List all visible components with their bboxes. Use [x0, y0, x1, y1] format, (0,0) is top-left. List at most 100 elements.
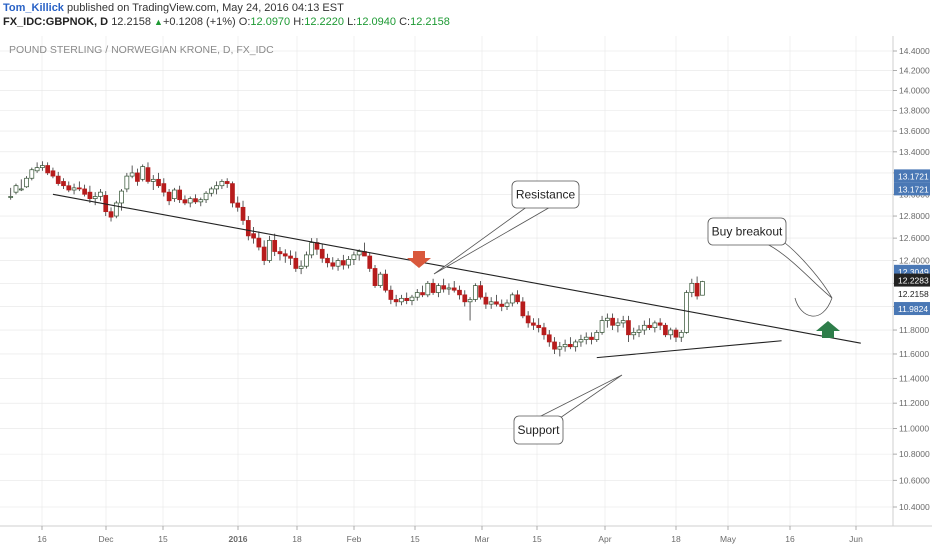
candle-body [694, 282, 700, 297]
candle-body [399, 297, 404, 303]
resistance-trendline[interactable] [52, 193, 861, 344]
candle-body [509, 294, 515, 304]
y-tick-label: 11.2000 [899, 398, 929, 408]
y-tick-label: 12.8000 [899, 211, 930, 221]
candle-body [182, 199, 188, 204]
sell-arrow-icon [407, 251, 431, 268]
price-badge [894, 169, 930, 183]
candle-body [636, 329, 642, 333]
y-tick-label: 13.6000 [899, 126, 930, 136]
candle-body [346, 259, 351, 266]
candle-body [393, 299, 399, 303]
y-tick-label: 14.4000 [899, 46, 930, 56]
candle-body [351, 254, 357, 260]
candle-body [87, 191, 93, 199]
candle-body [573, 341, 579, 348]
candle-body [288, 255, 293, 259]
candle-body [293, 257, 299, 269]
x-tick-label: 15 [158, 534, 168, 544]
candle-body [145, 167, 151, 182]
candle-body [325, 257, 330, 264]
candle-body [330, 262, 336, 267]
candle-body [414, 292, 420, 298]
callouts-layer: Resistance Support Buy breakout [407, 180, 840, 445]
candle-body [98, 191, 103, 197]
price-label: 13.1721 [898, 184, 929, 194]
price-labels: 13.1721 13.1721 12.3049 11.9824 12.2283 12.21… [894, 169, 930, 316]
x-tick-label: Dec [98, 534, 114, 544]
breakout-arc [794, 297, 833, 317]
candle-body [604, 317, 610, 321]
candle-body [124, 175, 130, 190]
buy-breakout-callout-label: Buy breakout [712, 225, 783, 239]
resistance-callout-box[interactable] [511, 180, 580, 209]
grid-lines [0, 36, 893, 526]
candle-body [568, 344, 573, 348]
candle-body [668, 329, 674, 336]
author-link[interactable]: Tom_Killick [3, 2, 64, 14]
price-label: 13.1721 [898, 171, 929, 181]
candle-body [356, 251, 362, 256]
x-tick-label: 16 [37, 534, 47, 544]
candle-body [34, 167, 40, 172]
y-tick-label: 10.8000 [899, 449, 930, 459]
candle-body [631, 332, 637, 336]
price-badge [894, 273, 930, 287]
candle-body [499, 303, 505, 307]
candle-body [467, 299, 473, 303]
buy-breakout-callout-box[interactable] [707, 217, 787, 246]
candle-body [282, 253, 288, 257]
candle-body [140, 166, 146, 180]
price-badge [894, 302, 930, 316]
support-trendline[interactable] [596, 340, 782, 359]
time-axis[interactable]: 16 Dec 15 2016 18 Feb 15 Mar 15 Apr 18 May 16 Jun [37, 526, 863, 544]
candle-body [261, 246, 267, 261]
candle-body [552, 341, 557, 350]
candle-body [203, 192, 209, 201]
low-value: 12.0940 [356, 16, 397, 28]
x-tick-label: 15 [410, 534, 420, 544]
candle-body [457, 289, 462, 296]
candle-body [230, 183, 235, 204]
publish-info: Tom_Killick published on TradingView.com… [3, 2, 344, 14]
support-callout-box[interactable] [513, 415, 564, 445]
y-tick-label: 14.2000 [899, 66, 930, 76]
candle-body [430, 282, 436, 293]
y-tick-label: 11.4000 [899, 373, 929, 383]
candle-body [135, 172, 140, 182]
candle-body [219, 181, 225, 187]
candle-body [172, 189, 177, 199]
candle-body [515, 294, 520, 303]
y-tick-label: 11.6000 [899, 349, 929, 359]
trendlines-layer [52, 193, 861, 359]
x-tick-label: May [720, 534, 737, 544]
candle-body [684, 292, 689, 333]
candle-body [113, 202, 119, 217]
candle-body [652, 322, 658, 329]
candle-body [583, 336, 589, 340]
candle-body [309, 242, 315, 256]
close-value: 12.2158 [410, 16, 450, 28]
y-tick-label: 10.6000 [899, 475, 930, 485]
candle-body [24, 177, 29, 188]
candle-body [420, 292, 425, 296]
candle-body [367, 255, 373, 269]
candle-body [536, 324, 542, 329]
candle-body [615, 322, 621, 326]
candle-body [187, 198, 193, 204]
candle-body [562, 344, 568, 348]
candle-body [61, 181, 66, 187]
candle-body [425, 282, 431, 296]
candle-body [446, 287, 452, 290]
candle-body [504, 302, 510, 307]
candle-body [108, 211, 114, 218]
candle-body [594, 332, 600, 340]
high-value: 12.2220 [304, 16, 344, 28]
candle-body [578, 339, 584, 343]
y-tick-label: 11.8000 [899, 325, 929, 335]
candle-body [214, 185, 219, 190]
candle-body [483, 296, 489, 305]
candle-body [245, 220, 251, 237]
candle-body [298, 265, 304, 269]
